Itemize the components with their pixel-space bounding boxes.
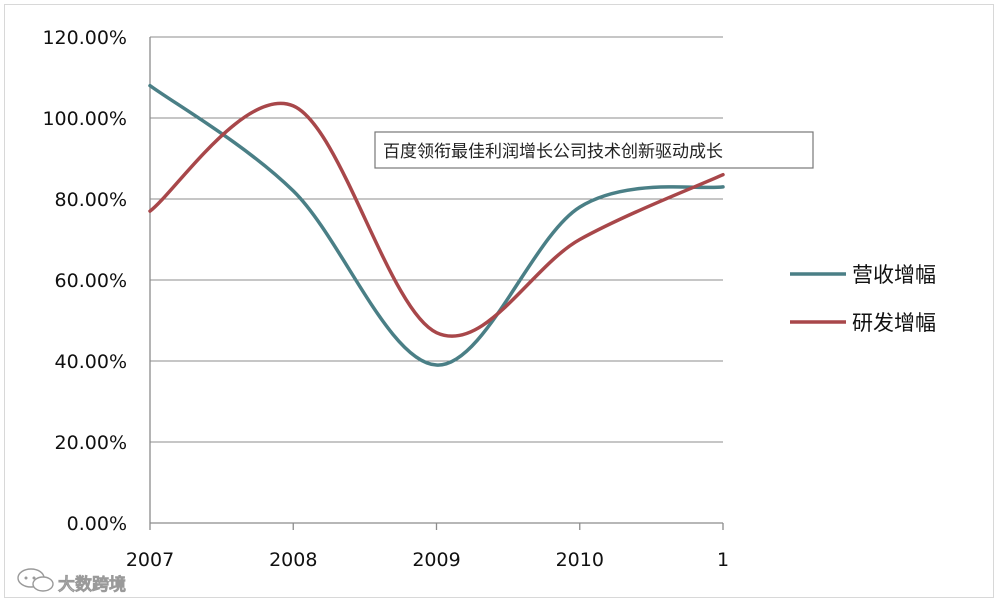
annotation-border	[374, 131, 814, 169]
x-tick-label: 2009	[412, 549, 460, 571]
y-tick-label: 0.00%	[67, 513, 127, 535]
y-tick-label: 60.00%	[55, 270, 127, 292]
x-tick-label: 2007	[126, 549, 174, 571]
x-axis-tick-labels: 2007 2008 2009 2010 1	[126, 549, 729, 571]
series-line-2	[148, 101, 725, 338]
x-tick-label: 2008	[269, 549, 317, 571]
y-tick-label: 40.00%	[55, 351, 127, 373]
watermark: 大数跨境	[17, 568, 126, 595]
y-axis-tick-labels: 0.00% 20.00% 40.00% 60.00% 80.00% 100.00% 120.…	[42, 27, 127, 535]
x-tick-label: 1	[717, 549, 729, 571]
chat-bubble-icon	[17, 568, 54, 592]
grid-lines	[150, 36, 723, 443]
axes	[149, 37, 724, 530]
series-line-1	[148, 83, 725, 367]
y-tick-label: 80.00%	[55, 189, 127, 211]
y-tick-label: 20.00%	[55, 432, 127, 454]
legend-label: 研发增幅	[852, 311, 936, 335]
annotation-box: 百度领衔最佳利润增长公司技术创新驱动成长	[374, 131, 814, 169]
chart-frame	[4, 4, 994, 598]
legend-label: 营收增幅	[852, 263, 936, 287]
x-tick-label: 2010	[556, 549, 604, 571]
annotation-text: 百度领衔最佳利润增长公司技术创新驱动成长	[383, 142, 723, 162]
y-tick-label: 100.00%	[42, 108, 127, 130]
series-lines	[148, 83, 725, 367]
y-tick-label: 120.00%	[42, 27, 127, 49]
watermark-text: 大数跨境	[58, 574, 126, 595]
